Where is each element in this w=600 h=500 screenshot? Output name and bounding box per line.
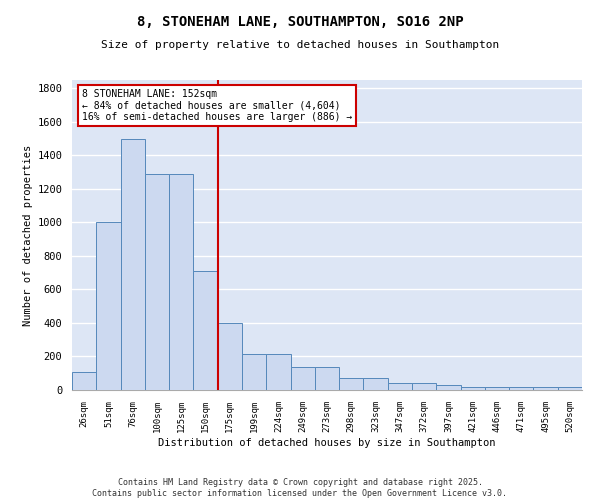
Bar: [388, 384, 412, 390]
Bar: [533, 388, 558, 390]
Bar: [242, 354, 266, 390]
Bar: [364, 378, 388, 390]
Bar: [461, 388, 485, 390]
Y-axis label: Number of detached properties: Number of detached properties: [23, 144, 33, 326]
X-axis label: Distribution of detached houses by size in Southampton: Distribution of detached houses by size …: [158, 438, 496, 448]
Bar: [339, 378, 364, 390]
Bar: [218, 323, 242, 390]
Bar: [436, 386, 461, 390]
Bar: [145, 174, 169, 390]
Bar: [96, 222, 121, 390]
Bar: [315, 368, 339, 390]
Bar: [193, 271, 218, 390]
Text: Size of property relative to detached houses in Southampton: Size of property relative to detached ho…: [101, 40, 499, 50]
Bar: [169, 174, 193, 390]
Bar: [121, 138, 145, 390]
Bar: [558, 388, 582, 390]
Text: 8, STONEHAM LANE, SOUTHAMPTON, SO16 2NP: 8, STONEHAM LANE, SOUTHAMPTON, SO16 2NP: [137, 15, 463, 29]
Text: 8 STONEHAM LANE: 152sqm
← 84% of detached houses are smaller (4,604)
16% of semi: 8 STONEHAM LANE: 152sqm ← 84% of detache…: [82, 90, 352, 122]
Bar: [266, 354, 290, 390]
Bar: [290, 368, 315, 390]
Bar: [412, 384, 436, 390]
Bar: [509, 388, 533, 390]
Bar: [485, 388, 509, 390]
Bar: [72, 372, 96, 390]
Text: Contains HM Land Registry data © Crown copyright and database right 2025.
Contai: Contains HM Land Registry data © Crown c…: [92, 478, 508, 498]
